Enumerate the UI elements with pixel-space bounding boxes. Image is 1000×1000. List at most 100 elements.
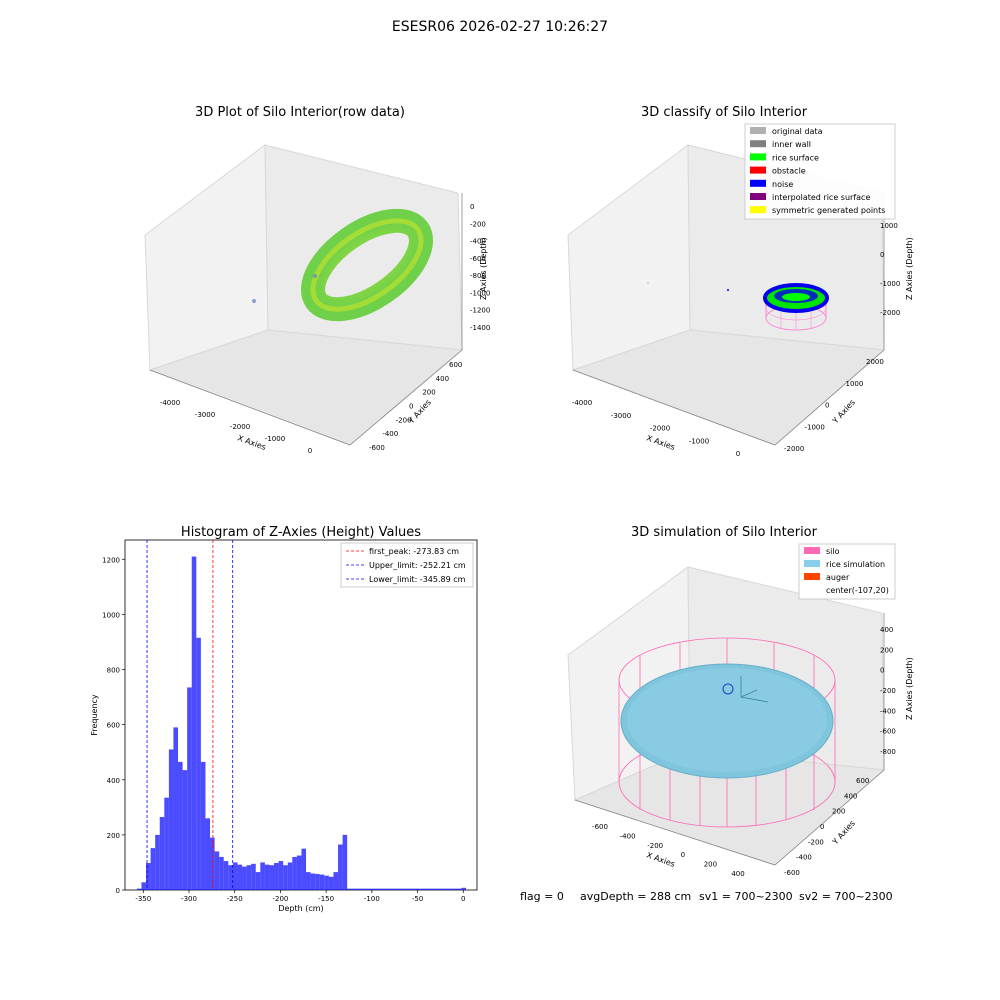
histogram-bar (191, 556, 197, 890)
panel-classify-legend-label: symmetric generated points (772, 206, 885, 215)
histogram-ytick-label: 800 (107, 667, 120, 675)
panel-simulation-legend-swatch (804, 560, 820, 567)
status-sv1: sv1 = 700~2300 (699, 890, 793, 903)
histogram-bar (397, 888, 403, 890)
histogram-bar (379, 888, 384, 890)
panel-raw-data-yaxis-tick-label: -600 (369, 444, 385, 452)
panel-classify-xaxis-tick-label: -2000 (650, 425, 670, 433)
histogram-bar (287, 862, 293, 890)
histogram-ytick-label: 1000 (102, 611, 120, 619)
panel-simulation-xlabel: X Axies (645, 850, 676, 869)
panel-raw-data: 3D Plot of Silo Interior(row data) -400 0… (144, 105, 490, 455)
histogram-bar (159, 816, 165, 890)
histogram-bar (292, 856, 297, 890)
panel-simulation-zaxis-tick-label: -600 (880, 728, 896, 736)
panel-classify-ylabel: Y Axies (830, 398, 857, 426)
panel-classify-yaxis-tick-label: 2000 (866, 358, 884, 366)
panel-simulation-legend-label: auger (826, 573, 850, 582)
histogram-bar (438, 888, 444, 890)
histogram-bar (315, 874, 320, 890)
histogram-bar (443, 888, 448, 890)
panel-simulation-yaxis-tick-label: 400 (844, 792, 857, 800)
histogram-bar (278, 861, 284, 890)
status-avg-depth: avgDepth = 288 cm (580, 890, 691, 903)
histogram-xtick-label: -150 (318, 895, 334, 903)
panel-raw-data-zaxis-tick-label: -1200 (470, 307, 490, 315)
histogram-bar (452, 888, 457, 890)
histogram-bar (333, 872, 339, 890)
histogram-bar (456, 888, 462, 890)
histogram-bar (296, 855, 302, 890)
histogram-bar (251, 863, 256, 890)
panel-classify-zaxis-tick-label: 1000 (880, 222, 898, 230)
panel-simulation-yaxis-tick-label: -200 (808, 838, 824, 846)
panel-simulation-xaxis-tick-label: 200 (704, 861, 717, 869)
panel-classify-zlabel: Z Axies (Depth) (905, 237, 914, 300)
histogram-bar (310, 873, 316, 890)
panel-classify-zaxis-tick-label: 0 (880, 251, 884, 259)
panel-classify-zaxis-tick-label: -1000 (880, 280, 900, 288)
histogram-ytick-label: 1200 (102, 556, 120, 564)
panel-classify-yaxis-tick-label: -2000 (784, 445, 804, 453)
histogram-bar (424, 888, 430, 890)
histogram-bar (182, 770, 188, 890)
histogram-bar (141, 882, 147, 890)
status-flag: flag = 0 (520, 890, 564, 903)
histogram-bar (365, 888, 371, 890)
panel-raw-data-yaxis-tick-label: -400 (382, 430, 398, 438)
panel-classify-xaxis-tick-label: -4000 (572, 399, 592, 407)
histogram-bar (232, 862, 238, 890)
panel-simulation-xaxis-tick-label: -600 (592, 823, 608, 831)
histogram-bar (264, 864, 270, 890)
histogram-bar (411, 888, 416, 890)
histogram-bar (306, 872, 311, 890)
histogram-legend-label: first_peak: -273.83 cm (369, 547, 459, 556)
histogram-bar (351, 888, 357, 890)
panel-classify-yaxis-tick-label: 0 (825, 402, 829, 410)
histogram-bar (255, 872, 261, 890)
histogram-bar (246, 865, 252, 890)
panel-raw-data-zaxis-tick-label: -800 (470, 272, 486, 280)
panel-simulation-legend-label: center(-107,20) (826, 586, 889, 595)
histogram-bar (392, 888, 398, 890)
panel-classify-legend-label: noise (772, 180, 793, 189)
panel-classify-legend-label: rice surface (772, 153, 819, 162)
histogram-bar (447, 888, 453, 890)
histogram-bar (260, 862, 265, 890)
histogram-bar (374, 888, 380, 890)
panel-simulation-zaxis-tick-label: -200 (880, 687, 896, 695)
panel-simulation-ylabel: Y Axies (830, 819, 857, 847)
figure-title: ESESR06 2026-02-27 10:26:27 (392, 19, 608, 35)
panel-simulation-yaxis-tick-label: -400 (796, 854, 812, 862)
histogram-bar (328, 876, 334, 890)
panel-classify-legend-swatch (750, 206, 766, 214)
histogram-bar (370, 888, 375, 890)
panel-simulation-xaxis-tick-label: 0 (681, 851, 685, 859)
panel-simulation-yaxis-tick-label: 200 (832, 808, 845, 816)
histogram-title: Histogram of Z-Axies (Height) Values (181, 525, 421, 540)
panel-classify-legend-swatch (750, 127, 766, 134)
histogram-ytick-label: 0 (116, 887, 120, 895)
panel-raw-data-title: 3D Plot of Silo Interior(row data) (195, 105, 405, 120)
histogram-legend: first_peak: -273.83 cm Upper_limit: -252.… (340, 542, 474, 588)
panel-raw-data-zlabel: Z Axies (Depth) (479, 237, 488, 300)
panel-simulation-zaxis-tick-label: 200 (880, 646, 893, 654)
panel-raw-data-zaxis-tick-label: 0 (470, 203, 474, 211)
panel-classify-legend-label: inner wall (772, 140, 811, 149)
panel-raw-data-xaxis-tick-label: 0 (308, 447, 312, 455)
panel-raw-data-yaxis-tick-label: 600 (449, 361, 462, 369)
histogram-xtick-label: -100 (364, 895, 380, 903)
panel-raw-data-zaxis-tick-label: -1000 (470, 289, 490, 297)
histogram-bar (155, 834, 160, 890)
panel-simulation-xaxis-tick-label: -400 (620, 832, 636, 840)
histogram-xtick-label: -350 (135, 895, 151, 903)
panel-classify-zaxis-tick-label: -2000 (880, 309, 900, 317)
histogram-bar (223, 861, 229, 890)
panel-simulation-title: 3D simulation of Silo Interior (631, 525, 818, 540)
panel-simulation-legend-swatch (804, 547, 820, 554)
histogram-bar (214, 851, 220, 890)
histogram-xtick-label: -50 (412, 895, 423, 903)
panel-classify-axes-box (567, 144, 886, 446)
panel-simulation-legend-swatch (804, 573, 820, 580)
